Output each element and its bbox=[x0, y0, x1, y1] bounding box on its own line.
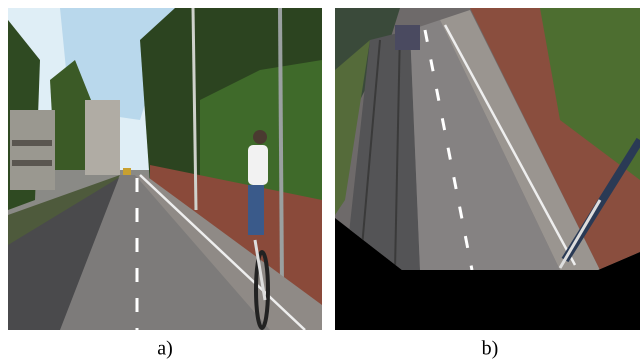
page: {"panels": [{"caption": "a)"}, {"caption… bbox=[0, 0, 640, 360]
building bbox=[85, 100, 120, 175]
building bbox=[10, 110, 55, 190]
tram bbox=[123, 168, 131, 175]
shirt bbox=[248, 145, 268, 185]
pole bbox=[280, 8, 282, 290]
window-row bbox=[12, 140, 52, 146]
photo-a bbox=[8, 8, 322, 330]
head bbox=[253, 130, 267, 144]
jeans bbox=[248, 185, 264, 235]
caption: a) bbox=[157, 338, 173, 360]
caption: b) bbox=[482, 338, 499, 360]
window-row bbox=[12, 160, 52, 166]
tram-blur bbox=[395, 25, 420, 50]
figure: a) b) bbox=[0, 0, 640, 360]
